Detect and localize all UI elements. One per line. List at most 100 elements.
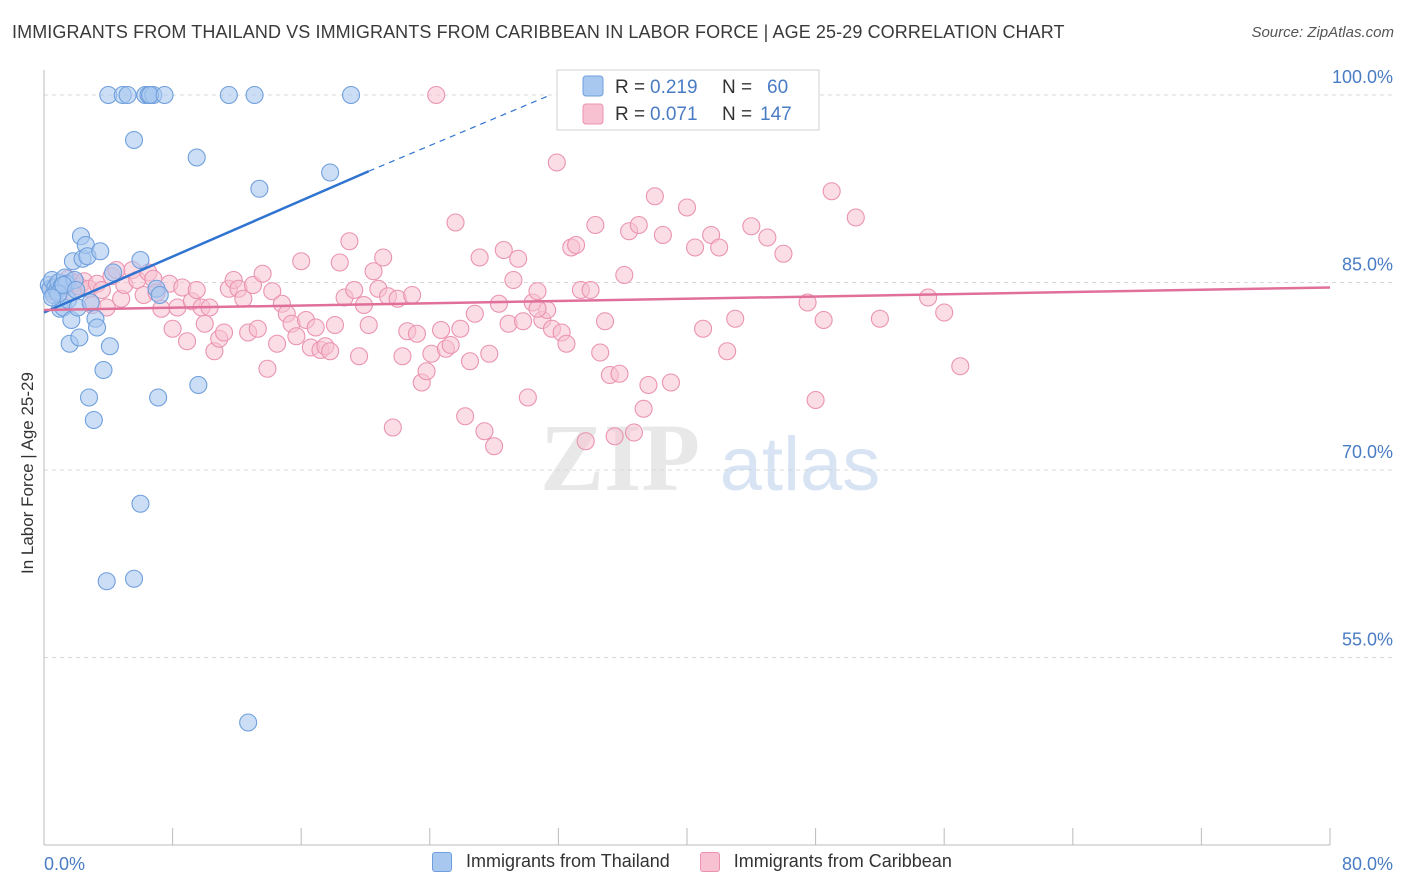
caribbean-point [576, 432, 595, 451]
caribbean-series [42, 85, 970, 456]
thailand-point [124, 569, 144, 588]
thailand-point [124, 130, 144, 150]
caribbean-point [870, 309, 889, 328]
caribbean-point [178, 332, 197, 351]
legend-r-label-caribbean: R = [615, 104, 645, 125]
legend-swatch-thailand-bottom [432, 851, 452, 872]
caribbean-point [460, 352, 480, 371]
caribbean-point [726, 309, 745, 328]
thailand-point [239, 713, 258, 732]
caribbean-point [718, 342, 737, 361]
caribbean-point [446, 213, 465, 232]
thailand-point [341, 85, 361, 105]
thailand-point [94, 360, 113, 380]
caribbean-point [634, 399, 653, 418]
caribbean-point [340, 232, 359, 251]
watermark-zip: ZIP [540, 404, 700, 511]
caribbean-point [258, 359, 277, 378]
trend-lines [43, 94, 1331, 314]
x-tick-label: 0.0% [44, 854, 85, 874]
thailand-point [131, 494, 150, 513]
legend-item-caribbean[interactable]: Immigrants from Caribbean [699, 851, 952, 872]
caribbean-point [306, 318, 325, 337]
caribbean-point [470, 248, 489, 267]
tick-labels: 55.0% 70.0% 85.0% 100.0% 0.0% 80.0% [44, 67, 1393, 874]
thailand-point [100, 337, 119, 356]
legend-r-value-thailand: 0.219 [650, 77, 698, 98]
caribbean-point [374, 248, 393, 267]
thailand-point [84, 410, 103, 430]
legend-swatch-thailand [582, 75, 604, 97]
legend-item-thailand[interactable]: Immigrants from Thailand [432, 851, 670, 872]
legend-n-value-caribbean: 147 [760, 104, 792, 125]
caribbean-point [403, 285, 422, 305]
caribbean-point [330, 253, 349, 272]
thailand-point [42, 288, 62, 307]
caribbean-point [485, 437, 504, 456]
caribbean-point [822, 182, 841, 201]
thailand-point [250, 179, 269, 198]
caribbean-point [629, 215, 648, 235]
correlation-legend: R = 0.219 N = 60 R = 0.071 N = 147 [556, 69, 820, 131]
legend-n-label-thailand: N = [722, 77, 752, 98]
chart-title: IMMIGRANTS FROM THAILAND VS IMMIGRANTS F… [12, 22, 1065, 42]
y-axis-label: In Labor Force | Age 25-29 [18, 372, 37, 574]
caribbean-point [653, 225, 672, 245]
caribbean-point [268, 334, 287, 353]
caribbean-point [325, 315, 345, 335]
thailand-point [97, 572, 116, 591]
caribbean-point [774, 244, 793, 263]
caribbean-point [528, 282, 547, 301]
thailand-point [104, 263, 123, 282]
caribbean-point [758, 228, 777, 247]
thailand-point [70, 328, 89, 347]
thailand-series [39, 85, 361, 732]
legend-n-value-thailand: 60 [767, 77, 788, 98]
thailand-point [245, 85, 264, 105]
caribbean-point [645, 187, 664, 206]
thailand-point [321, 163, 340, 182]
caribbean-point [935, 303, 954, 322]
y-tick-label: 55.0% [1342, 630, 1393, 650]
caribbean-point [350, 347, 369, 366]
caribbean-point [407, 324, 426, 343]
axes [43, 70, 1331, 846]
caribbean-point [806, 390, 825, 410]
caribbean-point [661, 373, 680, 392]
legend-r-label-thailand: R = [615, 77, 645, 98]
caribbean-point [639, 375, 658, 395]
legend-label-thailand: Immigrants from Thailand [466, 851, 670, 871]
caribbean-point [742, 217, 761, 236]
caribbean-point [292, 252, 311, 271]
caribbean-point [263, 282, 282, 301]
caribbean-point [451, 319, 470, 338]
caribbean-point [489, 294, 508, 313]
thailand-point [149, 388, 168, 407]
thailand-point [118, 85, 137, 105]
source-label: Source: ZipAtlas.com [1251, 24, 1394, 41]
thailand-point [150, 285, 169, 305]
caribbean-point [195, 314, 214, 333]
caribbean-point [951, 357, 970, 376]
thailand-point [219, 85, 238, 105]
caribbean-point [253, 264, 272, 283]
thailand-point [79, 388, 99, 407]
caribbean-point [513, 312, 533, 331]
caribbean-point [456, 407, 475, 426]
caribbean-point [321, 342, 340, 361]
y-tick-label: 100.0% [1332, 67, 1393, 87]
caribbean-point [427, 85, 446, 105]
series-legend: Immigrants from Thailand Immigrants from… [432, 851, 982, 872]
caribbean-point [163, 319, 182, 338]
caribbean-point [97, 298, 116, 317]
caribbean-point [359, 315, 378, 335]
thailand-point [187, 148, 206, 167]
thailand-point [81, 293, 100, 312]
watermark-atlas: atlas [720, 422, 881, 507]
caribbean-point [475, 422, 494, 441]
legend-r-value-caribbean: 0.071 [650, 104, 698, 125]
legend-label-caribbean: Immigrants from Caribbean [733, 851, 952, 871]
legend-swatch-caribbean [582, 103, 604, 125]
caribbean-point [581, 280, 600, 300]
